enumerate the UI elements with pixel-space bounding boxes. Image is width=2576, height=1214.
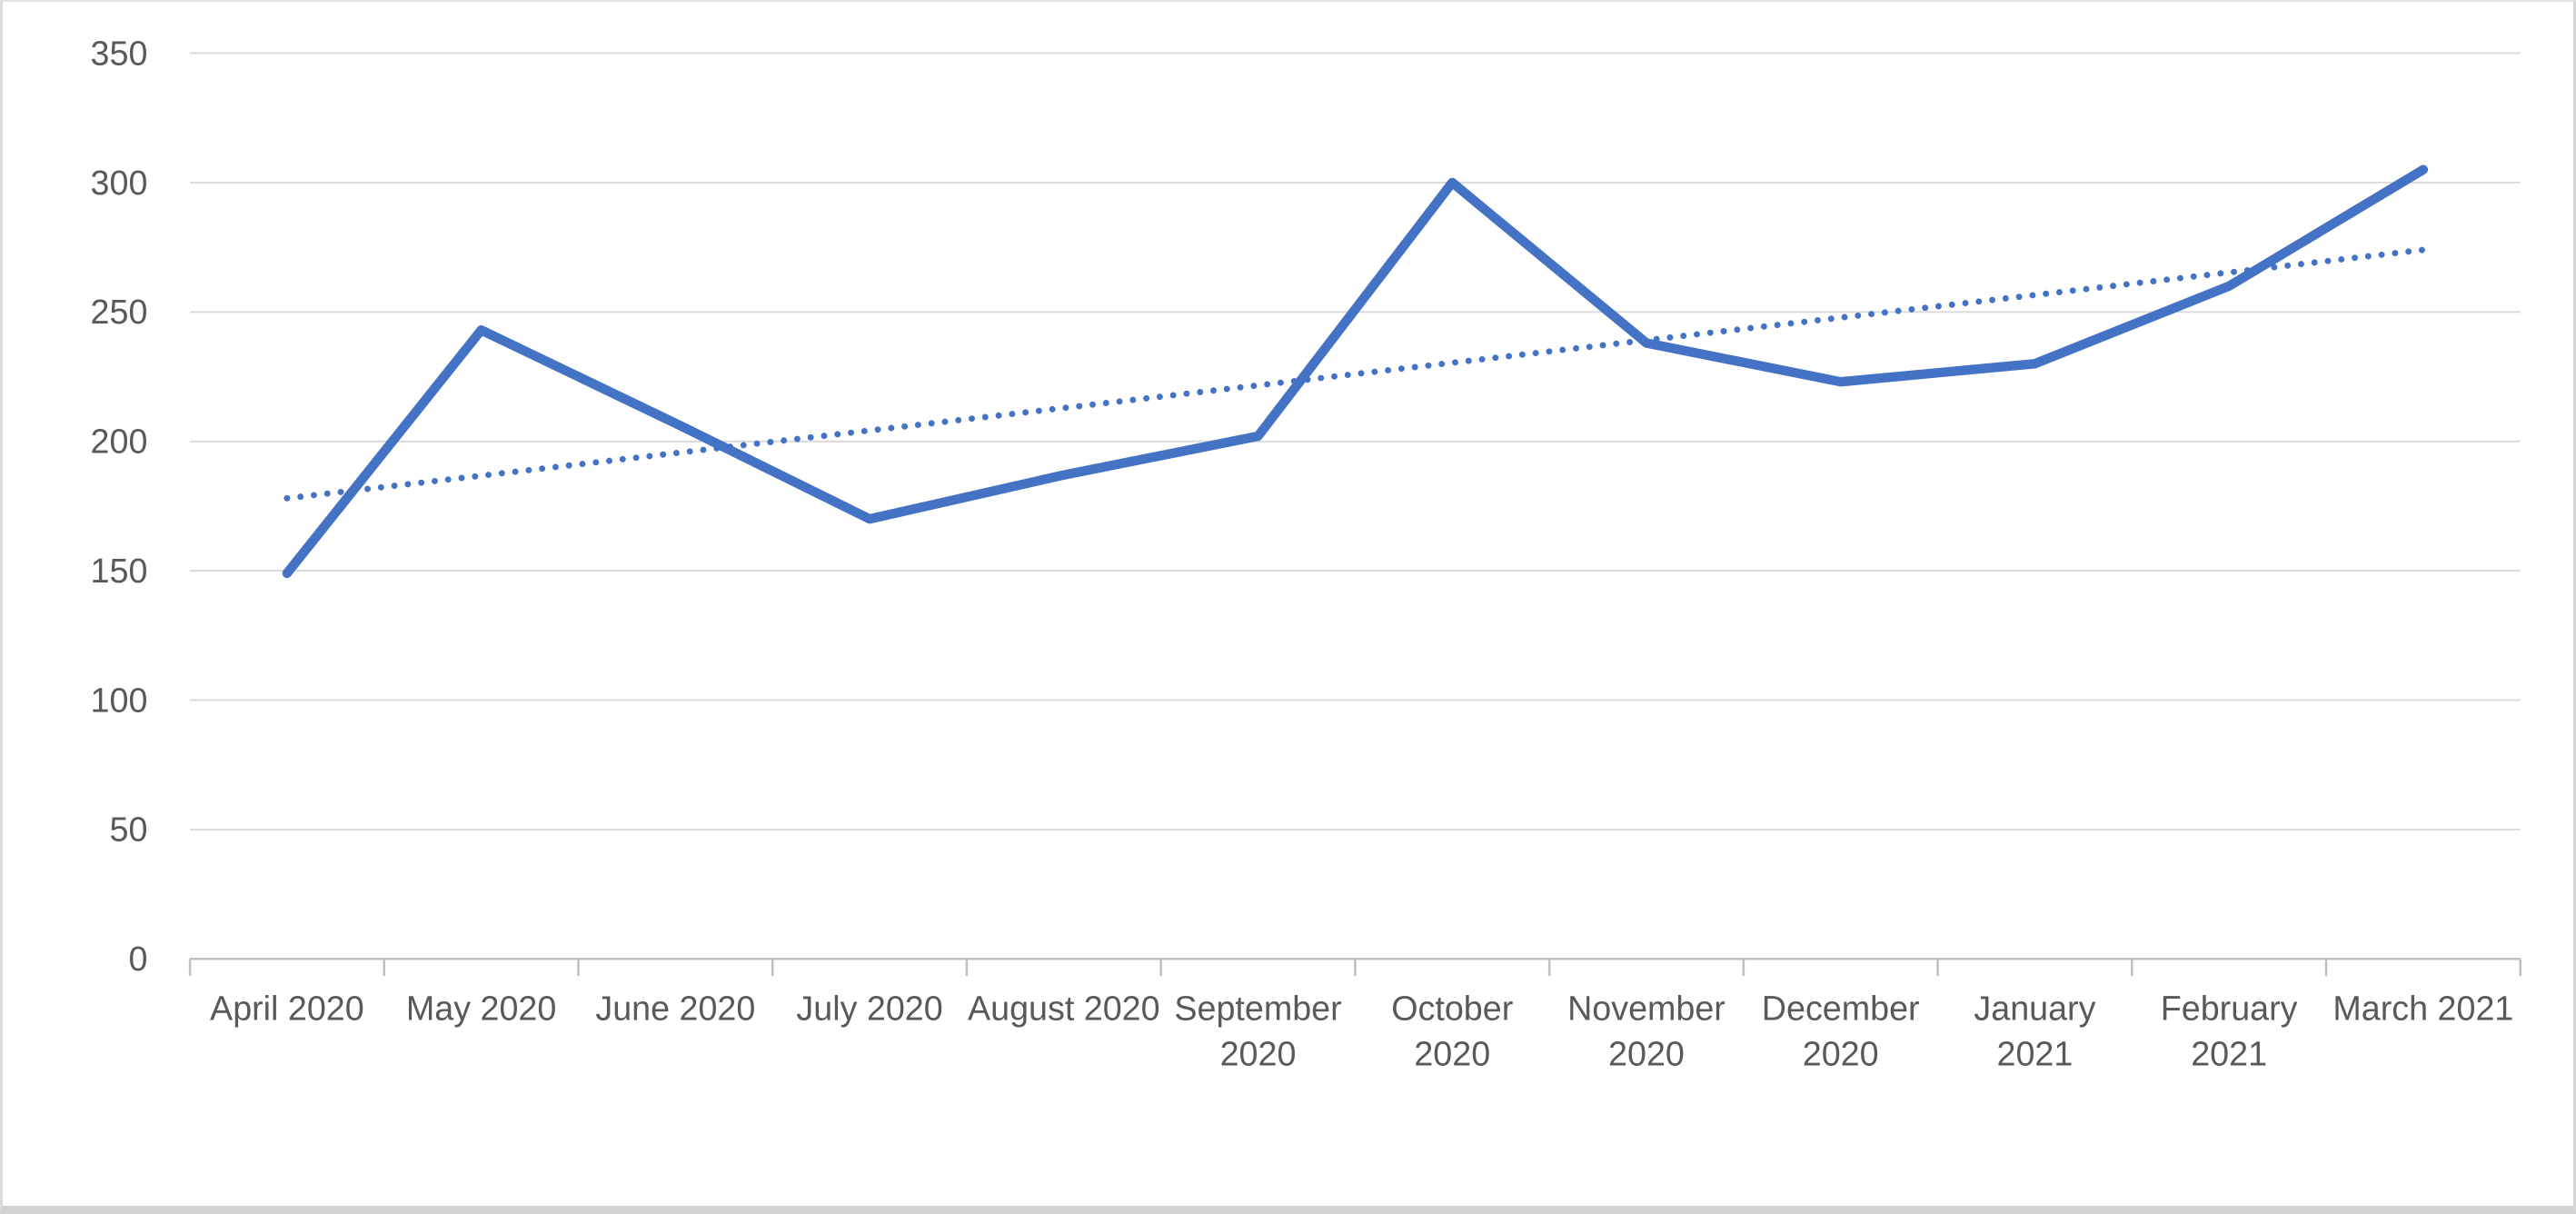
x-tick-label-10: February	[2161, 990, 2298, 1028]
x-tick-label-11: March 2021	[2332, 990, 2513, 1028]
x-tick-label-6-line2: 2020	[1414, 1034, 1490, 1072]
x-tick-label-6: October	[1391, 990, 1513, 1028]
y-tick-label-150: 150	[91, 552, 148, 590]
x-tick-label-5: September	[1174, 990, 1341, 1028]
x-tick-label-7-line2: 2020	[1608, 1034, 1685, 1072]
x-axis	[188, 958, 2521, 977]
x-tick-label-7: November	[1567, 990, 1726, 1028]
y-tick-label-0: 0	[128, 940, 147, 978]
x-tick-label-8: December	[1762, 990, 1920, 1028]
x-tick-label-1: May 2020	[406, 990, 556, 1028]
x-tick-label-2: June 2020	[595, 990, 755, 1028]
series-polyline	[282, 164, 2429, 579]
x-axis-labels: April 2020 May 2020 June 2020 July 2020 Augu…	[210, 990, 2513, 1073]
x-tick-label-10-line2: 2021	[2191, 1034, 2267, 1072]
y-tick-label-350: 350	[91, 34, 148, 72]
trendline	[283, 246, 2427, 502]
x-tick-label-9: January	[1974, 990, 2095, 1028]
y-tick-label-300: 300	[91, 164, 148, 202]
x-tick-label-4: August 2020	[968, 990, 1160, 1028]
line-chart: 0 50 100 150 200 250 300 350 April 2020 May 2020 J…	[91, 34, 2521, 1073]
x-tick-label-3: July 2020	[796, 990, 942, 1028]
y-axis-labels: 0 50 100 150 200 250 300 350	[91, 34, 148, 978]
y-tick-label-250: 250	[91, 293, 148, 331]
y-tick-label-50: 50	[110, 811, 148, 849]
y-tick-label-200: 200	[91, 423, 148, 461]
trendline-dotted	[283, 246, 2427, 502]
x-tick-label-0: April 2020	[210, 990, 364, 1028]
x-tick-label-5-line2: 2020	[1220, 1034, 1297, 1072]
y-tick-label-100: 100	[91, 681, 148, 719]
gridlines	[190, 52, 2521, 831]
x-tick-label-9-line2: 2021	[1997, 1034, 2074, 1072]
data-series-line	[282, 164, 2429, 579]
x-tick-label-8-line2: 2020	[1803, 1034, 1879, 1072]
